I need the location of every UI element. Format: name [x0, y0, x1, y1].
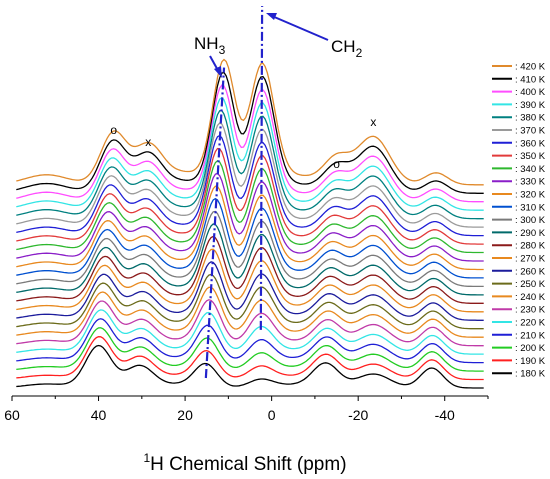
nh3-label: NH3: [194, 34, 226, 57]
ch2-arrow: [271, 15, 329, 41]
x-tick-label-0: 60: [4, 407, 20, 423]
legend-label-400k: : 400 K: [515, 87, 546, 98]
spectrum-410k: [16, 71, 484, 194]
trend-layer: [204, 5, 264, 379]
spectrum-330k: [16, 172, 484, 262]
nh3-trend-line: [204, 67, 226, 379]
spectrum-270k: [16, 248, 484, 313]
spectrum-380k: [16, 110, 484, 220]
legend-label-220k: : 220 K: [515, 318, 546, 329]
x-axis-title-sup: 1: [143, 451, 150, 465]
legend-label-240k: : 240 K: [515, 292, 546, 303]
legend-label-420k: : 420 K: [515, 62, 546, 73]
x-tick-label-3: 0: [268, 407, 276, 423]
x-tick-label-4: -20: [348, 407, 368, 423]
legend-label-320k: : 320 K: [515, 190, 546, 201]
spectrum-370k: [16, 122, 484, 228]
spectrum-320k: [16, 185, 484, 271]
peak-marker-x-1: x: [145, 135, 151, 149]
x-axis-title-main: H Chemical Shift (ppm): [150, 454, 346, 475]
legend-label-410k: : 410 K: [515, 74, 546, 85]
spectrum-220k: [16, 309, 484, 355]
spectrum-350k: [16, 147, 484, 245]
x-tick-label-5: -40: [435, 407, 455, 423]
x-tick-label-1: 40: [91, 407, 107, 423]
spectrum-250k: [16, 273, 484, 330]
legend-label-350k: : 350 K: [515, 151, 546, 162]
annotation-layer: o x o x: [110, 115, 376, 171]
legend-label-200k: : 200 K: [515, 343, 546, 354]
legend-label-280k: : 280 K: [515, 241, 546, 252]
peak-marker-x-3: x: [370, 115, 376, 129]
legend-label-190k: : 190 K: [515, 356, 546, 367]
spectrum-260k: [16, 261, 484, 321]
spectrum-340k: [16, 160, 484, 254]
spectrum-180k: [16, 344, 484, 389]
peak-marker-o-0: o: [110, 123, 117, 137]
nh3-label-sub: 3: [219, 43, 226, 57]
legend-label-370k: : 370 K: [515, 126, 546, 137]
ch2-trend-line: [259, 5, 264, 330]
spectra-layer: [16, 58, 484, 389]
svg-text:CH2: CH2: [331, 37, 363, 60]
spectrum-400k: [16, 84, 484, 203]
ch2-label: CH2: [331, 37, 363, 60]
spectrum-210k: [16, 318, 484, 364]
spectrum-360k: [16, 134, 484, 237]
legend-label-300k: : 300 K: [515, 215, 546, 226]
nh3-label-main: NH: [194, 34, 219, 53]
spectrum-190k: [16, 336, 484, 381]
spectrum-240k: [16, 286, 484, 338]
peak-marker-o-2: o: [333, 157, 340, 171]
legend-label-310k: : 310 K: [515, 202, 546, 213]
legend-label-210k: : 210 K: [515, 330, 546, 341]
nh3-arrow-head: [214, 66, 222, 78]
x-axis: 60 40 20 0 -20 -40: [4, 396, 489, 423]
spectrum-200k: [16, 327, 484, 372]
spectrum-390k: [16, 96, 484, 211]
spectrum-300k: [16, 210, 484, 288]
legend-label-390k: : 390 K: [515, 100, 546, 111]
legend: : 420 K: 410 K : 400 K : 390 K : 380 K : 370…: [492, 62, 546, 380]
legend-label-340k: : 340 K: [515, 164, 546, 175]
legend-label-230k: : 230 K: [515, 305, 546, 316]
legend-label-380k: : 380 K: [515, 113, 546, 124]
legend-label-360k: : 360 K: [515, 138, 546, 149]
legend-label-290k: : 290 K: [515, 228, 546, 239]
ch2-arrow-head: [266, 13, 277, 20]
x-axis-title: 1H Chemical Shift (ppm): [143, 451, 346, 475]
ch2-label-sub: 2: [356, 46, 363, 60]
spectrum-230k: [16, 299, 484, 347]
legend-label-250k: : 250 K: [515, 279, 546, 290]
spectrum-310k: [16, 197, 484, 279]
legend-label-260k: : 260 K: [515, 266, 546, 277]
legend-label-180k: : 180 K: [515, 369, 546, 380]
ch2-label-main: CH: [331, 37, 356, 56]
spectrum-280k: [16, 235, 484, 304]
spectrum-420k: [16, 58, 484, 186]
spectrum-290k: [16, 223, 484, 296]
x-tick-label-2: 20: [177, 407, 193, 423]
svg-text:NH3: NH3: [194, 34, 226, 57]
legend-label-330k: : 330 K: [515, 177, 546, 188]
legend-label-270k: : 270 K: [515, 254, 546, 265]
